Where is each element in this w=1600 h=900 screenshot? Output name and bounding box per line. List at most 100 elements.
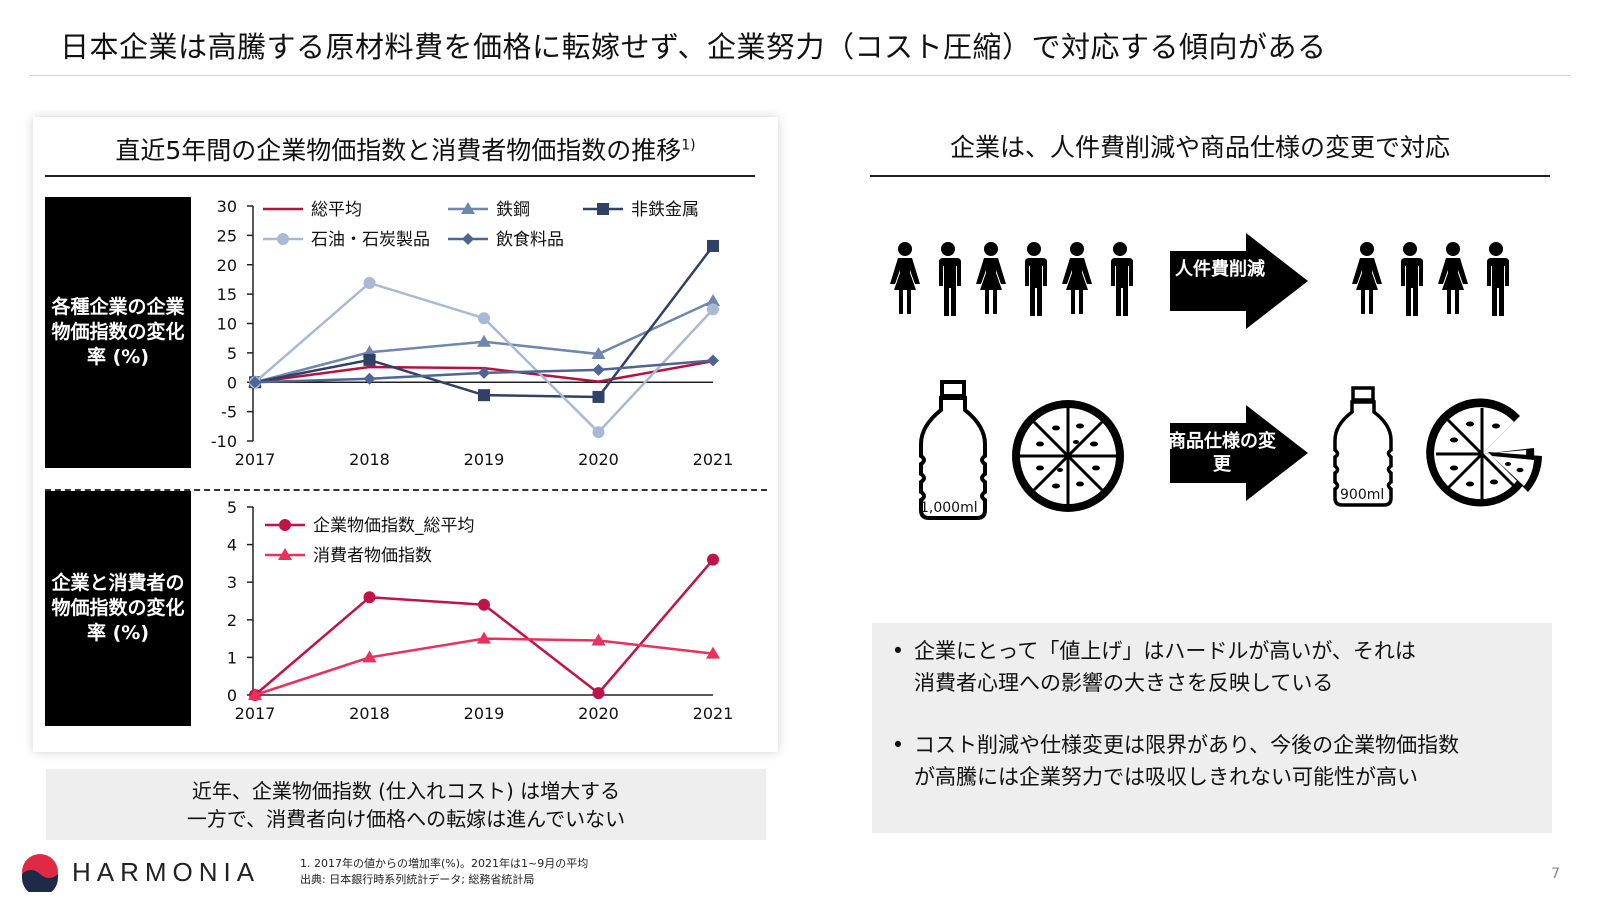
- slide-title: 日本企業は高騰する原材料費を価格に転嫁せず、企業努力（コスト圧縮）で対応する傾向…: [60, 30, 1327, 64]
- y-tick-label: 15: [217, 285, 237, 304]
- series-3-point: [478, 312, 490, 325]
- bullet-icon: •: [891, 733, 905, 757]
- legend-marker: [277, 233, 289, 245]
- page-number: 7: [1551, 866, 1560, 882]
- legend-label: 飲食料品: [496, 230, 564, 250]
- x-tick-label: 2021: [693, 704, 734, 723]
- x-tick-label: 2021: [693, 450, 734, 469]
- bottom-line-chart: 0 1 2 3 4 5 2017 2018 2019 2020 2021 企業物価指数_総平均消費者物…: [227, 498, 734, 723]
- bullet-icon: •: [891, 639, 905, 663]
- people-group-after: [1350, 242, 1513, 316]
- title-divider: [30, 75, 1570, 76]
- y-tick-label: 5: [227, 498, 237, 517]
- legend-marker: [462, 233, 474, 245]
- note-1-line-1: 企業にとって「値上げ」はハードルが高いが、それは: [914, 639, 1416, 663]
- x-tick-label: 2019: [464, 704, 505, 723]
- arrow-labor-cost: [1170, 233, 1308, 329]
- chart-separator: [45, 489, 767, 491]
- note-item: • 企業にとって「値上げ」はハードルが高いが、それは 消費者心理への影響の大きさ…: [882, 635, 1416, 699]
- woman-icon: [890, 242, 920, 314]
- series-1-point: [706, 646, 720, 659]
- small-bottle-icon: [1333, 386, 1393, 507]
- y-tick-label: 0: [227, 373, 237, 392]
- chart-panel-title: 直近5年間の企業物価指数と消費者物価指数の推移1): [33, 131, 778, 167]
- series-1-point: [591, 347, 606, 360]
- logo-mark-icon: [22, 854, 58, 892]
- legend-label: 鉄鋼: [496, 200, 530, 220]
- note-1-line-2: 消費者心理への影響の大きさを反映している: [914, 671, 1334, 695]
- series-1-point: [591, 633, 606, 646]
- series-4-point: [478, 366, 490, 379]
- man-icon: [939, 242, 961, 316]
- summary-box: 近年、企業物価指数 (仕入れコスト) は増大する 一方で、消費者向け価格への転嫁…: [46, 769, 766, 840]
- x-tick-label: 2017: [235, 450, 276, 469]
- x-tick-label: 2017: [235, 704, 276, 723]
- series-2-point: [592, 390, 605, 403]
- arrow-spec-change-label: 商品仕様の変更: [1168, 431, 1276, 476]
- series-2-point: [363, 353, 376, 366]
- note-item: • コスト削減や仕様変更は限界があり、今後の企業物価指数 が高騰には企業努力では…: [882, 729, 1459, 793]
- x-tick-label: 2020: [578, 450, 619, 469]
- legend-marker: [279, 519, 291, 531]
- y-tick-label: -10: [211, 432, 237, 451]
- footnote-line-1: 1. 2017年の値からの増加率(%)。2021年は1~9月の平均: [300, 857, 589, 870]
- footnote: 1. 2017年の値からの増加率(%)。2021年は1~9月の平均 出典: 日本…: [300, 856, 588, 888]
- woman-icon: [1438, 242, 1468, 314]
- legend-label: 総平均: [311, 200, 362, 220]
- man-icon: [1111, 242, 1133, 316]
- man-icon: [1401, 242, 1423, 316]
- right-panel-title: 企業は、人件費削減や商品仕様の変更で対応: [949, 133, 1450, 162]
- y-tick-label: 1: [227, 648, 237, 667]
- series-4-point: [707, 354, 719, 367]
- people-group-before: [888, 242, 1137, 316]
- series-4-point: [249, 376, 261, 389]
- series-1-line: [254, 637, 714, 697]
- x-tick-label: 2018: [349, 450, 390, 469]
- large-bottle-volume: 1,000ml: [920, 500, 978, 516]
- series-3-line: [254, 281, 714, 434]
- series-3-point: [592, 426, 605, 439]
- footnote-line-2: 出典: 日本銀行時系列統計データ; 総務省統計局: [300, 873, 535, 886]
- small-bottle-volume: 900ml: [1340, 487, 1385, 503]
- harmonia-logo: HARMONIA: [20, 852, 260, 892]
- y-tick-label: 10: [217, 315, 237, 334]
- y-tick-label: 30: [217, 197, 237, 216]
- series-2-point: [707, 239, 719, 252]
- pizza-missing-slice-icon: [1426, 398, 1542, 507]
- legend-label: 企業物価指数_総平均: [313, 516, 475, 536]
- series-1-point: [362, 650, 377, 663]
- y-tick-label: 3: [227, 573, 237, 592]
- series-3-point: [707, 303, 719, 316]
- series-1-point: [477, 334, 491, 347]
- woman-icon: [976, 242, 1006, 314]
- x-tick-label: 2018: [349, 704, 390, 723]
- y-tick-label: 25: [217, 226, 237, 245]
- series-4-point: [363, 372, 376, 385]
- legend-marker: [461, 202, 475, 214]
- man-icon: [1487, 242, 1509, 316]
- arrow-spec-change: [1170, 405, 1308, 501]
- summary-line-1: 近年、企業物価指数 (仕入れコスト) は増大する: [191, 778, 621, 803]
- series-1-point: [706, 294, 720, 307]
- top-line-chart: -10 -5 0 5 10 15 20 25 30 2017 2018 2019 2020 2021 総平均…: [211, 197, 734, 469]
- y-tick-label: 2: [227, 611, 237, 630]
- series-1-point: [248, 688, 262, 700]
- chart-panel-title-text: 直近5年間の企業物価指数と消費者物価指数の推移: [115, 136, 682, 165]
- notes-box: • 企業にとって「値上げ」はハードルが高いが、それは 消費者心理への影響の大きさ…: [872, 623, 1552, 833]
- summary-line-2: 一方で、消費者向け価格への転嫁は進んでいない: [186, 806, 626, 831]
- series-0-line: [254, 558, 714, 696]
- note-2-line-1: コスト削減や仕様変更は限界があり、今後の企業物価指数: [914, 733, 1460, 757]
- right-panel-divider: [870, 175, 1550, 177]
- large-bottle-icon: [919, 380, 987, 520]
- series-0-point: [592, 687, 605, 700]
- y-tick-label: 0: [227, 686, 237, 705]
- legend-marker: [278, 548, 292, 560]
- logo-text: HARMONIA: [72, 856, 261, 887]
- woman-icon: [1062, 242, 1092, 314]
- series-4-point: [592, 363, 605, 376]
- footnote-marker: 1): [681, 137, 696, 154]
- y-tick-label: 4: [227, 536, 237, 555]
- note-2-line-2: が高騰には企業努力では吸収しきれない可能性が高い: [914, 765, 1418, 789]
- y-tick-label: 20: [217, 256, 237, 275]
- chart-panel: 直近5年間の企業物価指数と消費者物価指数の推移1) 各種企業の企業物価指数の変化…: [33, 117, 778, 752]
